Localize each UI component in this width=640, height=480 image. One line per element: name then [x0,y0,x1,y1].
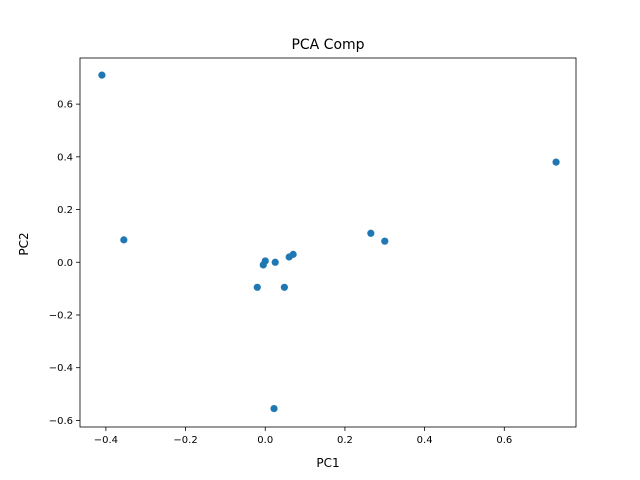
x-tick-label: 0.0 [257,435,273,446]
x-tick-label: 0.2 [337,435,353,446]
scatter-point [259,261,267,269]
x-tick-label: 0.6 [496,435,512,446]
scatter-point [552,158,560,166]
x-tick-label: 0.4 [417,435,433,446]
x-tick-label: −0.2 [173,435,197,446]
chart-title: PCA Comp [291,37,364,53]
scatter-point [253,283,261,291]
scatter-point [120,236,128,244]
y-tick-label: −0.4 [49,363,73,374]
scatter-point [367,229,375,237]
y-axis-label: PC2 [17,232,31,255]
plot-area: −0.4 −0.2 0.0 0.2 0.4 0.6 −0.6 −0.4 −0.2 0.0 0.2 0.… [49,57,577,446]
scatter-point [280,283,288,291]
plot-frame [79,57,577,428]
x-tick-label: −0.4 [94,435,118,446]
scatter-point [98,71,106,79]
scatter-point [285,253,293,261]
y-tick-label: 0.0 [57,258,73,269]
y-tick-label: 0.2 [57,205,73,216]
y-tick-label: 0.4 [57,152,73,163]
y-tick-label: −0.6 [49,416,73,427]
scatter-point [271,258,279,266]
scatter-point [381,237,389,245]
y-tick-label: −0.2 [49,310,73,321]
scatter-point [270,404,278,413]
y-tick-label: 0.6 [57,100,73,111]
x-axis-label: PC1 [316,456,339,470]
